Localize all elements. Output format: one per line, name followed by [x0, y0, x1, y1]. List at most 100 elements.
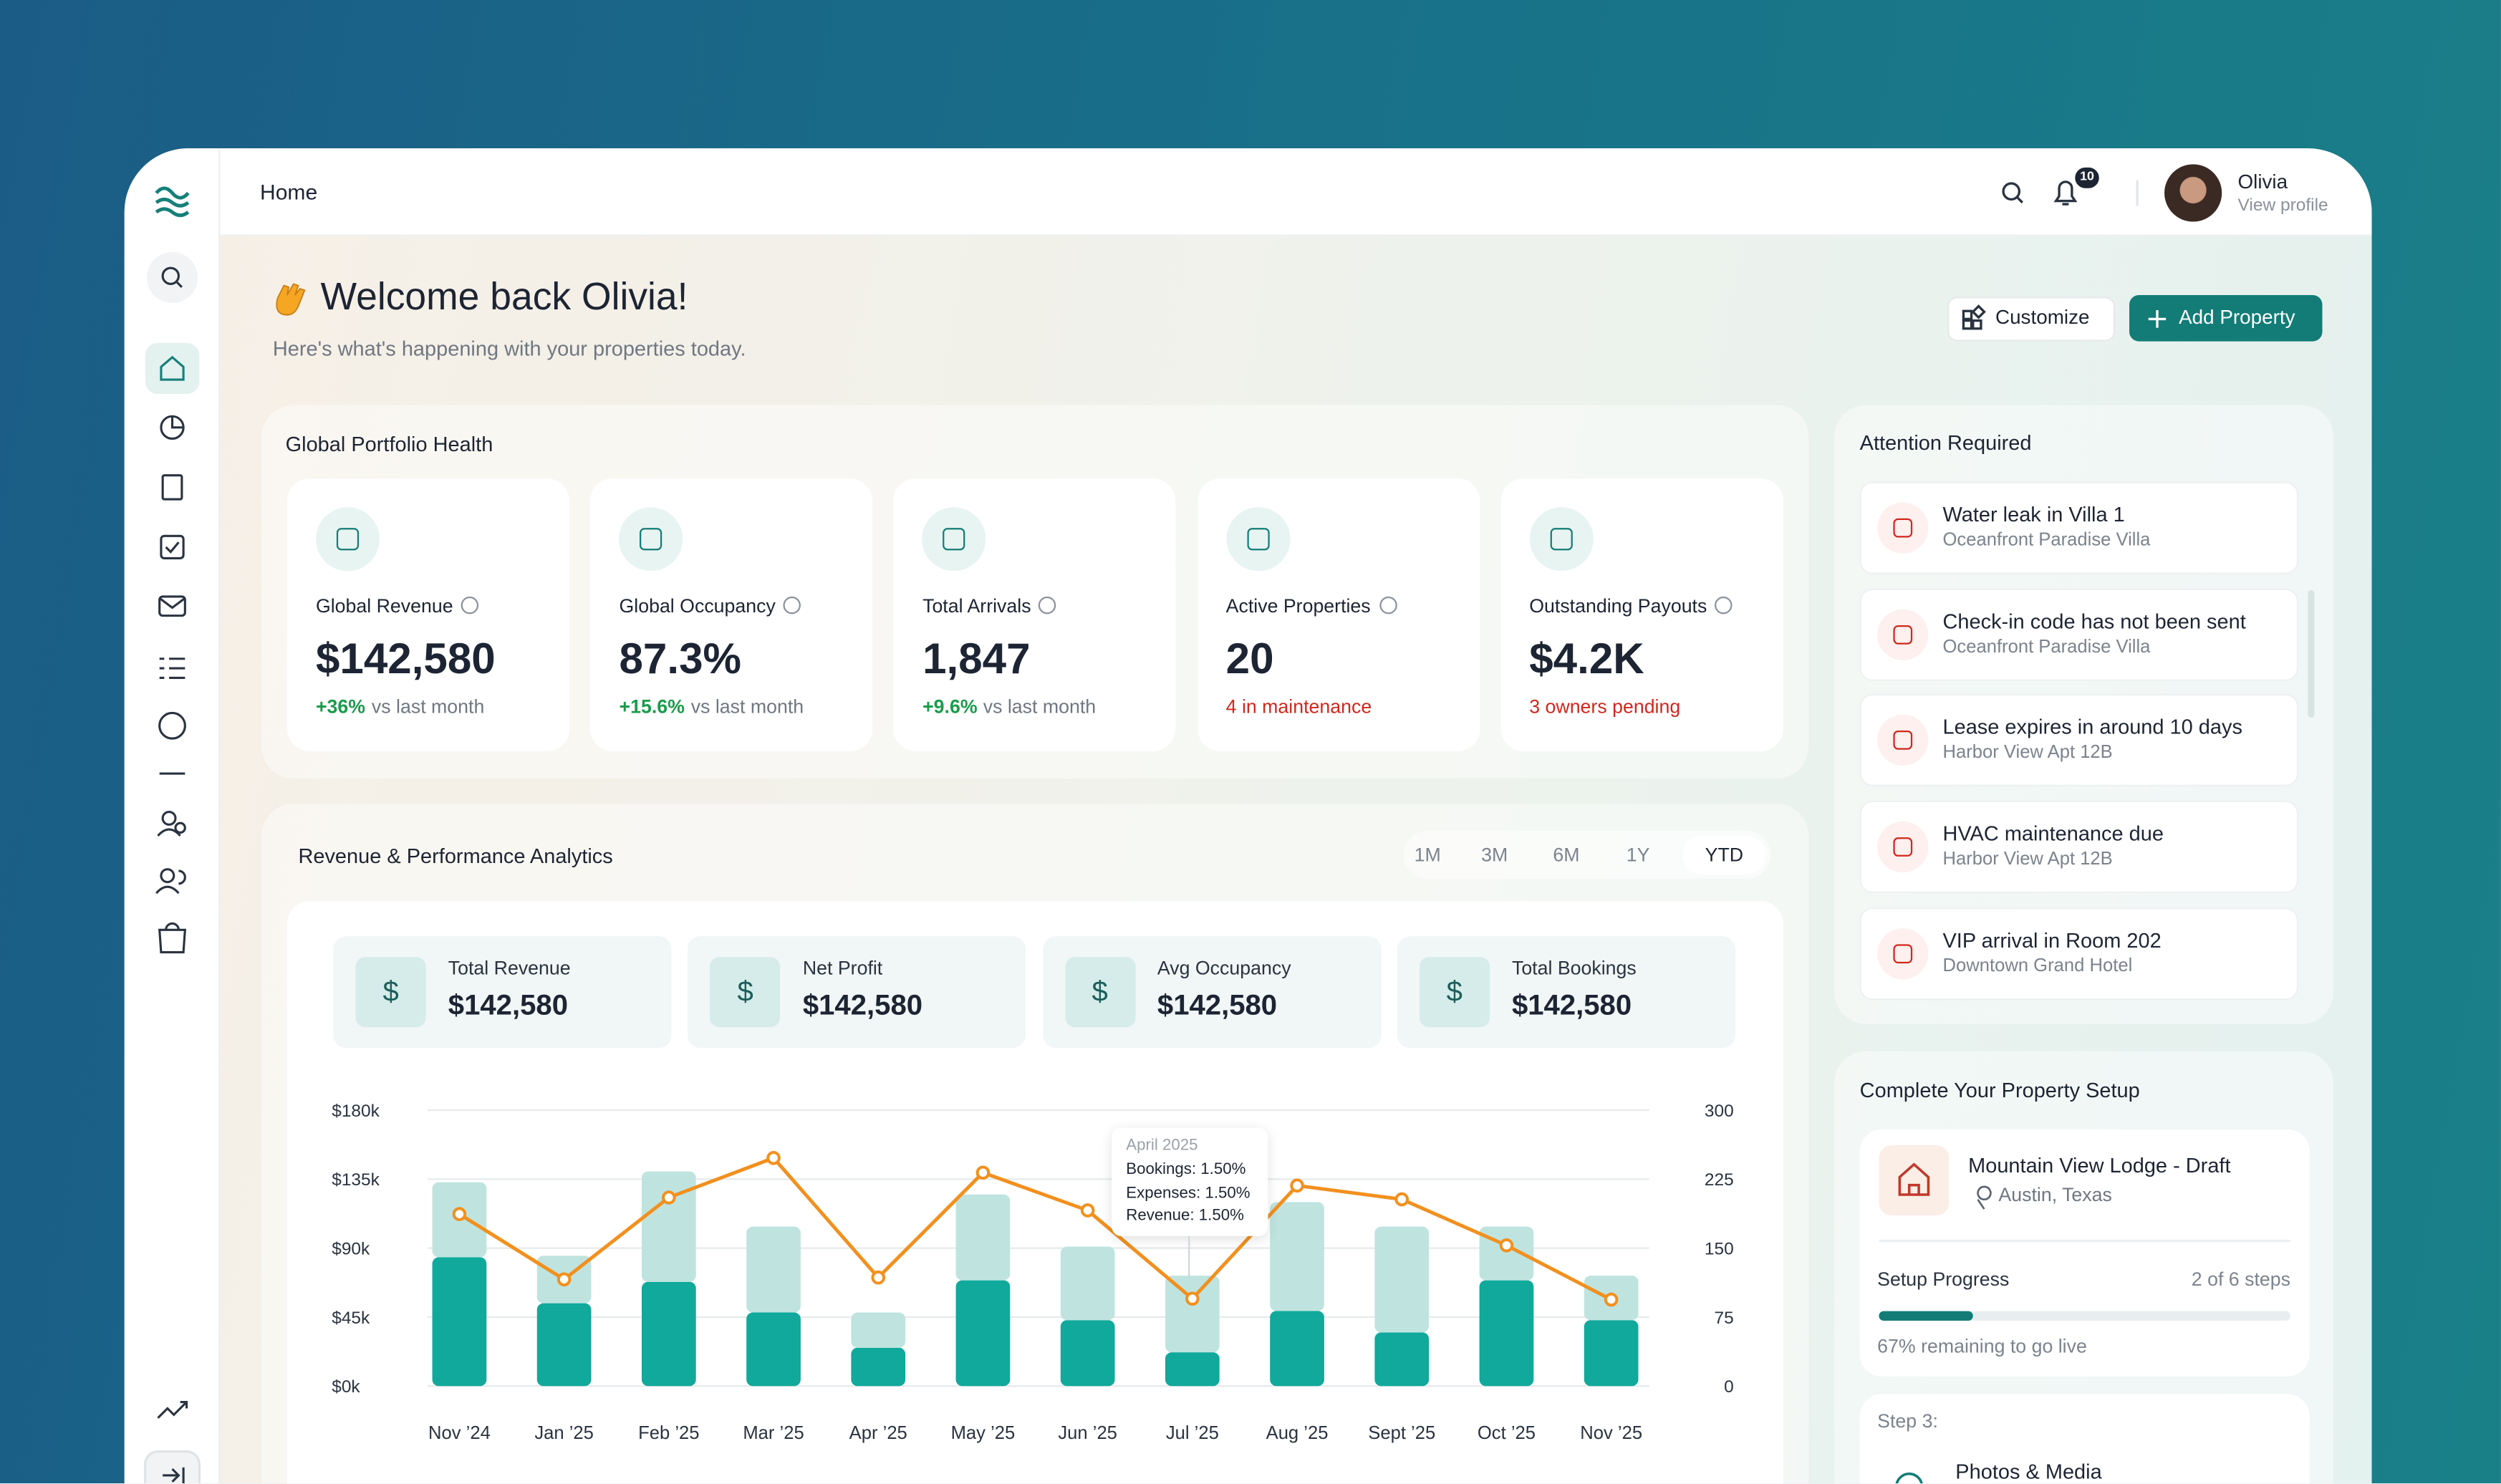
attention-subtitle: Downtown Grand Hotel	[1942, 956, 2133, 976]
attention-item[interactable]	[1859, 481, 2299, 574]
page-title: Welcome back Olivia!	[320, 276, 688, 319]
step-label: Step 3:	[1877, 1410, 1938, 1432]
progress-label: Setup Progress	[1877, 1268, 2010, 1291]
customize-label[interactable]: Customize	[1995, 306, 2090, 329]
logo	[155, 186, 190, 218]
search-button[interactable]	[146, 251, 198, 304]
tooltip-title: April 2025	[1126, 1137, 1198, 1155]
user-name: Olivia	[2237, 170, 2288, 193]
metric-note: vs last month	[371, 695, 485, 718]
metric-icon-dot	[943, 528, 966, 551]
stat-value: $142,580	[448, 988, 568, 1021]
attention-item[interactable]	[1859, 694, 2299, 787]
add-property-label[interactable]: Add Property	[2179, 306, 2295, 329]
range-tab[interactable]: 3M	[1481, 844, 1508, 867]
metric-value: 20	[1225, 635, 1274, 683]
stat-label: Avg Occupancy	[1157, 957, 1291, 980]
attention-item[interactable]	[1859, 588, 2299, 681]
range-tab[interactable]: 1Y	[1626, 844, 1650, 867]
range-tab[interactable]: 6M	[1553, 844, 1580, 867]
attention-icon-mark	[1893, 943, 1913, 963]
metric-icon-dot	[336, 528, 360, 551]
search-icon[interactable]	[2002, 182, 2021, 201]
range-tab-active	[1682, 835, 1766, 874]
attention-subtitle: Oceanfront Paradise Villa	[1942, 637, 2151, 657]
collapse-button[interactable]	[144, 1450, 201, 1484]
notification-count: 10	[2080, 169, 2094, 184]
metric-label: Global Revenue	[315, 594, 453, 617]
metric-alert: 3 owners pending	[1529, 695, 1681, 718]
metric-change: +36%	[315, 695, 366, 718]
stat-value: $142,580	[1157, 988, 1278, 1021]
info-icon	[1379, 596, 1397, 615]
section-title: Revenue & Performance Analytics	[298, 844, 613, 868]
tooltip-line: Revenue: 1.50%	[1126, 1207, 1244, 1225]
attention-title: HVAC maintenance due	[1942, 822, 2164, 846]
nav-home[interactable]	[145, 342, 200, 395]
attention-item[interactable]	[1859, 907, 2299, 1000]
bell-icon[interactable]	[2053, 180, 2078, 206]
metric-change: +15.6%	[619, 695, 685, 718]
attention-title: Water leak in Villa 1	[1942, 502, 2125, 526]
property-location: Austin, Texas	[1998, 1183, 2112, 1206]
notification-badge	[2073, 165, 2101, 191]
metric-icon	[619, 507, 683, 572]
metric-label: Outstanding Payouts	[1529, 594, 1707, 617]
range-tab[interactable]: YTD	[1705, 844, 1744, 867]
button-icons	[1962, 304, 2167, 330]
metric-label: Global Occupancy	[619, 594, 776, 617]
stat-icon	[1064, 957, 1135, 1028]
attention-icon	[1877, 502, 1929, 554]
attention-icon	[1877, 715, 1929, 766]
metric-value: 87.3%	[619, 635, 741, 683]
metric-icon-dot	[1550, 528, 1573, 551]
section-title: Complete Your Property Setup	[1859, 1078, 2140, 1102]
attention-subtitle: Oceanfront Paradise Villa	[1942, 531, 2151, 551]
tooltip-pointer	[1188, 1235, 1190, 1278]
stat-label: Total Bookings	[1511, 957, 1637, 980]
info-icon	[783, 596, 801, 615]
setup-step-card	[1859, 1394, 2310, 1484]
range-tab[interactable]: 1M	[1414, 844, 1441, 867]
stat-value: $142,580	[802, 988, 923, 1021]
metric-change: +9.6%	[922, 695, 978, 718]
stat-label: Net Profit	[802, 957, 883, 980]
stat-icon	[1419, 957, 1490, 1028]
section-title: Global Portfolio Health	[285, 432, 493, 456]
attention-subtitle: Harbor View Apt 12B	[1942, 743, 2113, 763]
progress-steps: 2 of 6 steps	[2191, 1268, 2290, 1291]
metric-value: $142,580	[315, 635, 496, 683]
attention-title: Check-in code has not been sent	[1942, 609, 2246, 633]
info-icon	[461, 596, 479, 615]
user-link[interactable]: View profile	[2237, 196, 2328, 216]
metric-icon-dot	[640, 528, 662, 551]
metric-icon	[315, 507, 380, 572]
topbar-icons	[2002, 180, 2139, 206]
wave-emoji	[276, 283, 306, 316]
setup-icons	[1879, 1162, 2290, 1484]
metric-value: 1,847	[922, 635, 1031, 683]
attention-subtitle: Harbor View Apt 12B	[1942, 850, 2113, 869]
scrollbar	[2308, 589, 2315, 718]
metric-note: vs last month	[690, 695, 804, 718]
attention-icon	[1877, 928, 1929, 979]
nav-icons[interactable]	[155, 415, 188, 1419]
stat-value: $142,580	[1511, 988, 1632, 1021]
attention-icon-mark	[1893, 731, 1913, 751]
stat-icon	[710, 957, 781, 1028]
customize-button[interactable]	[1947, 297, 2116, 342]
metric-note: vs last month	[983, 695, 1097, 718]
attention-icon	[1877, 609, 1929, 660]
attention-title: VIP arrival in Room 202	[1942, 928, 2162, 953]
attention-icon-mark	[1893, 837, 1913, 857]
attention-icon-mark	[1893, 625, 1913, 645]
metric-icon	[1225, 507, 1290, 572]
metric-icon-dot	[1246, 528, 1269, 551]
section-title: Attention Required	[1859, 430, 2032, 455]
attention-item[interactable]	[1859, 801, 2299, 894]
tooltip-line: Expenses: 1.50%	[1126, 1184, 1250, 1203]
avatar[interactable]	[2164, 164, 2222, 222]
tooltip-line: Bookings: 1.50%	[1126, 1161, 1246, 1179]
